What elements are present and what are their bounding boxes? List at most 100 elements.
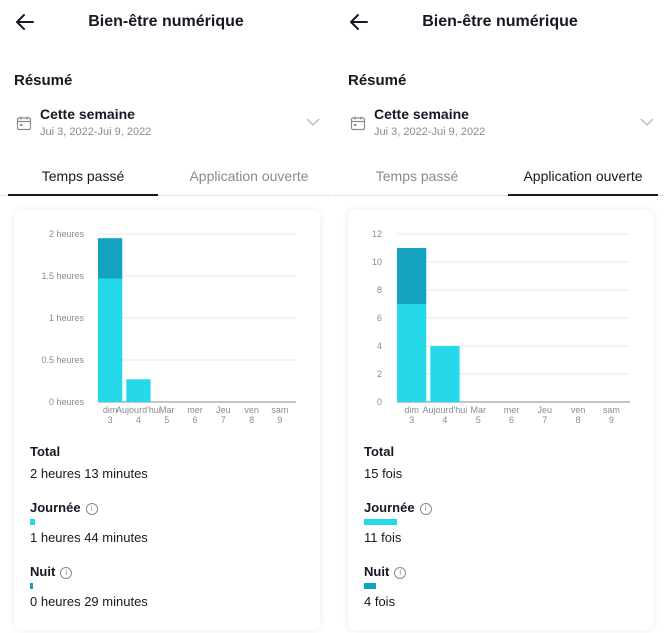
x-tick-label: 4 bbox=[442, 415, 447, 425]
back-arrow-icon[interactable] bbox=[12, 9, 38, 35]
day-value: 11 fois bbox=[364, 530, 402, 545]
info-icon[interactable]: i bbox=[60, 567, 73, 579]
x-tick-label: sam bbox=[603, 405, 620, 415]
page-title: Bien-être numérique bbox=[88, 13, 244, 30]
x-tick-label: 8 bbox=[249, 415, 254, 425]
x-tick-label: mer bbox=[504, 405, 520, 415]
y-tick-label: 1 heures bbox=[49, 313, 85, 323]
bar-day bbox=[126, 379, 151, 402]
x-tick-label: 3 bbox=[108, 415, 113, 425]
x-tick-label: 4 bbox=[136, 415, 141, 425]
night-value: 0 heures 29 minutes bbox=[30, 594, 148, 609]
day-label: Journée bbox=[30, 500, 81, 515]
night-label: Nuit bbox=[30, 564, 56, 579]
x-tick-label: Jeu bbox=[216, 405, 231, 415]
x-tick-label: 5 bbox=[476, 415, 481, 425]
info-icon[interactable]: i bbox=[394, 567, 407, 579]
night-swatch bbox=[30, 583, 33, 589]
night-value: 4 fois bbox=[364, 594, 396, 609]
total-label: Total bbox=[30, 444, 61, 459]
y-tick-label: 12 bbox=[372, 229, 382, 239]
y-tick-label: 2 bbox=[377, 369, 382, 379]
calendar-icon bbox=[350, 116, 366, 131]
x-tick-label: dim bbox=[103, 405, 118, 415]
week-label: Cette semaine bbox=[40, 106, 135, 122]
week-selector[interactable]: Cette semaine Jui 3, 2022-Jui 9, 2022 bbox=[14, 104, 322, 144]
stats-card: 0 heures 0.5 heures 1 heures 1.5 heures 2 he… bbox=[14, 210, 320, 630]
y-tick-label: 10 bbox=[372, 257, 382, 267]
x-tick-label: ven bbox=[244, 405, 259, 415]
page-title: Bien-être numérique bbox=[422, 13, 578, 30]
week-range: Jui 3, 2022-Jui 9, 2022 bbox=[40, 126, 152, 138]
x-tick-label: mer bbox=[187, 405, 203, 415]
summary-heading: Résumé bbox=[348, 72, 407, 89]
total-value: 15 fois bbox=[364, 466, 403, 481]
x-tick-label: 9 bbox=[277, 415, 282, 425]
chevron-down-icon bbox=[306, 118, 320, 126]
total-value: 2 heures 13 minutes bbox=[30, 466, 148, 481]
x-tick-label: 9 bbox=[609, 415, 614, 425]
panel-app-opened: Bien-être numérique Résumé Cette semaine… bbox=[334, 0, 664, 633]
back-arrow-icon[interactable] bbox=[346, 9, 372, 35]
night-heading: Nuit i bbox=[364, 564, 407, 579]
y-tick-label: 6 bbox=[377, 313, 382, 323]
stats-card: 0 2 4 6 8 10 12 dim 3 Aujourd'hui 4 Mar 5 mer 6 Jeu 7 ven… bbox=[348, 210, 654, 630]
x-tick-label: Mar bbox=[159, 405, 175, 415]
tab-bar: Temps passé Application ouverte bbox=[0, 160, 332, 196]
calendar-icon bbox=[16, 116, 32, 131]
night-swatch bbox=[364, 583, 376, 589]
tab-time-spent[interactable]: Temps passé bbox=[375, 168, 459, 184]
total-label: Total bbox=[364, 444, 395, 459]
x-tick-label: Aujourd'hui bbox=[423, 405, 468, 415]
y-tick-label: 0.5 heures bbox=[41, 355, 84, 365]
tab-time-spent[interactable]: Temps passé bbox=[0, 160, 166, 196]
y-tick-label: 4 bbox=[377, 341, 382, 351]
bar-day bbox=[430, 346, 460, 402]
panel-time-spent: Bien-être numérique Résumé Cette semaine… bbox=[0, 0, 332, 630]
x-tick-label: 8 bbox=[576, 415, 581, 425]
x-tick-label: sam bbox=[271, 405, 288, 415]
tab-app-opened[interactable]: Application ouverte bbox=[189, 168, 309, 184]
day-swatch bbox=[364, 519, 397, 525]
x-tick-label: dim bbox=[404, 405, 419, 415]
x-tick-label: 6 bbox=[509, 415, 514, 425]
bar-night bbox=[98, 238, 123, 279]
header: Bien-être numérique bbox=[334, 0, 664, 46]
week-selector[interactable]: Cette semaine Jui 3, 2022-Jui 9, 2022 bbox=[348, 104, 656, 144]
x-tick-label: Jeu bbox=[538, 405, 553, 415]
y-tick-label: 0 bbox=[377, 397, 382, 407]
day-value: 1 heures 44 minutes bbox=[30, 530, 148, 545]
y-tick-label: 1.5 heures bbox=[41, 271, 84, 281]
info-icon[interactable]: i bbox=[419, 503, 432, 515]
week-label: Cette semaine bbox=[374, 106, 469, 122]
app-opened-chart: 024681012dim3Aujourd'hui4Mar5mer6Jeu7ven… bbox=[372, 229, 630, 425]
x-tick-label: Mar bbox=[470, 405, 486, 415]
y-tick-label: 8 bbox=[377, 285, 382, 295]
day-swatch bbox=[30, 519, 35, 525]
chevron-down-icon bbox=[640, 118, 654, 126]
day-heading: Journée i bbox=[364, 500, 432, 515]
x-tick-label: 3 bbox=[409, 415, 414, 425]
x-tick-label: ven bbox=[571, 405, 586, 415]
x-tick-label: Aujourd'hui bbox=[116, 405, 161, 415]
time-spent-chart: 0 heures 0.5 heures 1 heures 1.5 heures 2 he… bbox=[41, 229, 296, 425]
day-heading: Journée i bbox=[30, 500, 98, 515]
y-tick-label: 2 heures bbox=[49, 229, 85, 239]
y-tick-label: 0 heures bbox=[49, 397, 85, 407]
tab-bar: Temps passé Application ouverte bbox=[334, 160, 664, 196]
x-tick-label: 6 bbox=[192, 415, 197, 425]
x-tick-label: 5 bbox=[164, 415, 169, 425]
night-heading: Nuit i bbox=[30, 564, 73, 579]
week-range: Jui 3, 2022-Jui 9, 2022 bbox=[374, 126, 486, 138]
header: Bien-être numérique bbox=[0, 0, 332, 46]
x-tick-label: 7 bbox=[542, 415, 547, 425]
bar-day bbox=[397, 304, 427, 402]
x-tick-label: 7 bbox=[221, 415, 226, 425]
night-label: Nuit bbox=[364, 564, 390, 579]
info-icon[interactable]: i bbox=[85, 503, 98, 515]
summary-heading: Résumé bbox=[14, 72, 73, 89]
bar-day bbox=[98, 278, 123, 402]
bar-night bbox=[397, 248, 427, 304]
day-label: Journée bbox=[364, 500, 415, 515]
tab-app-opened[interactable]: Application ouverte bbox=[500, 160, 664, 196]
